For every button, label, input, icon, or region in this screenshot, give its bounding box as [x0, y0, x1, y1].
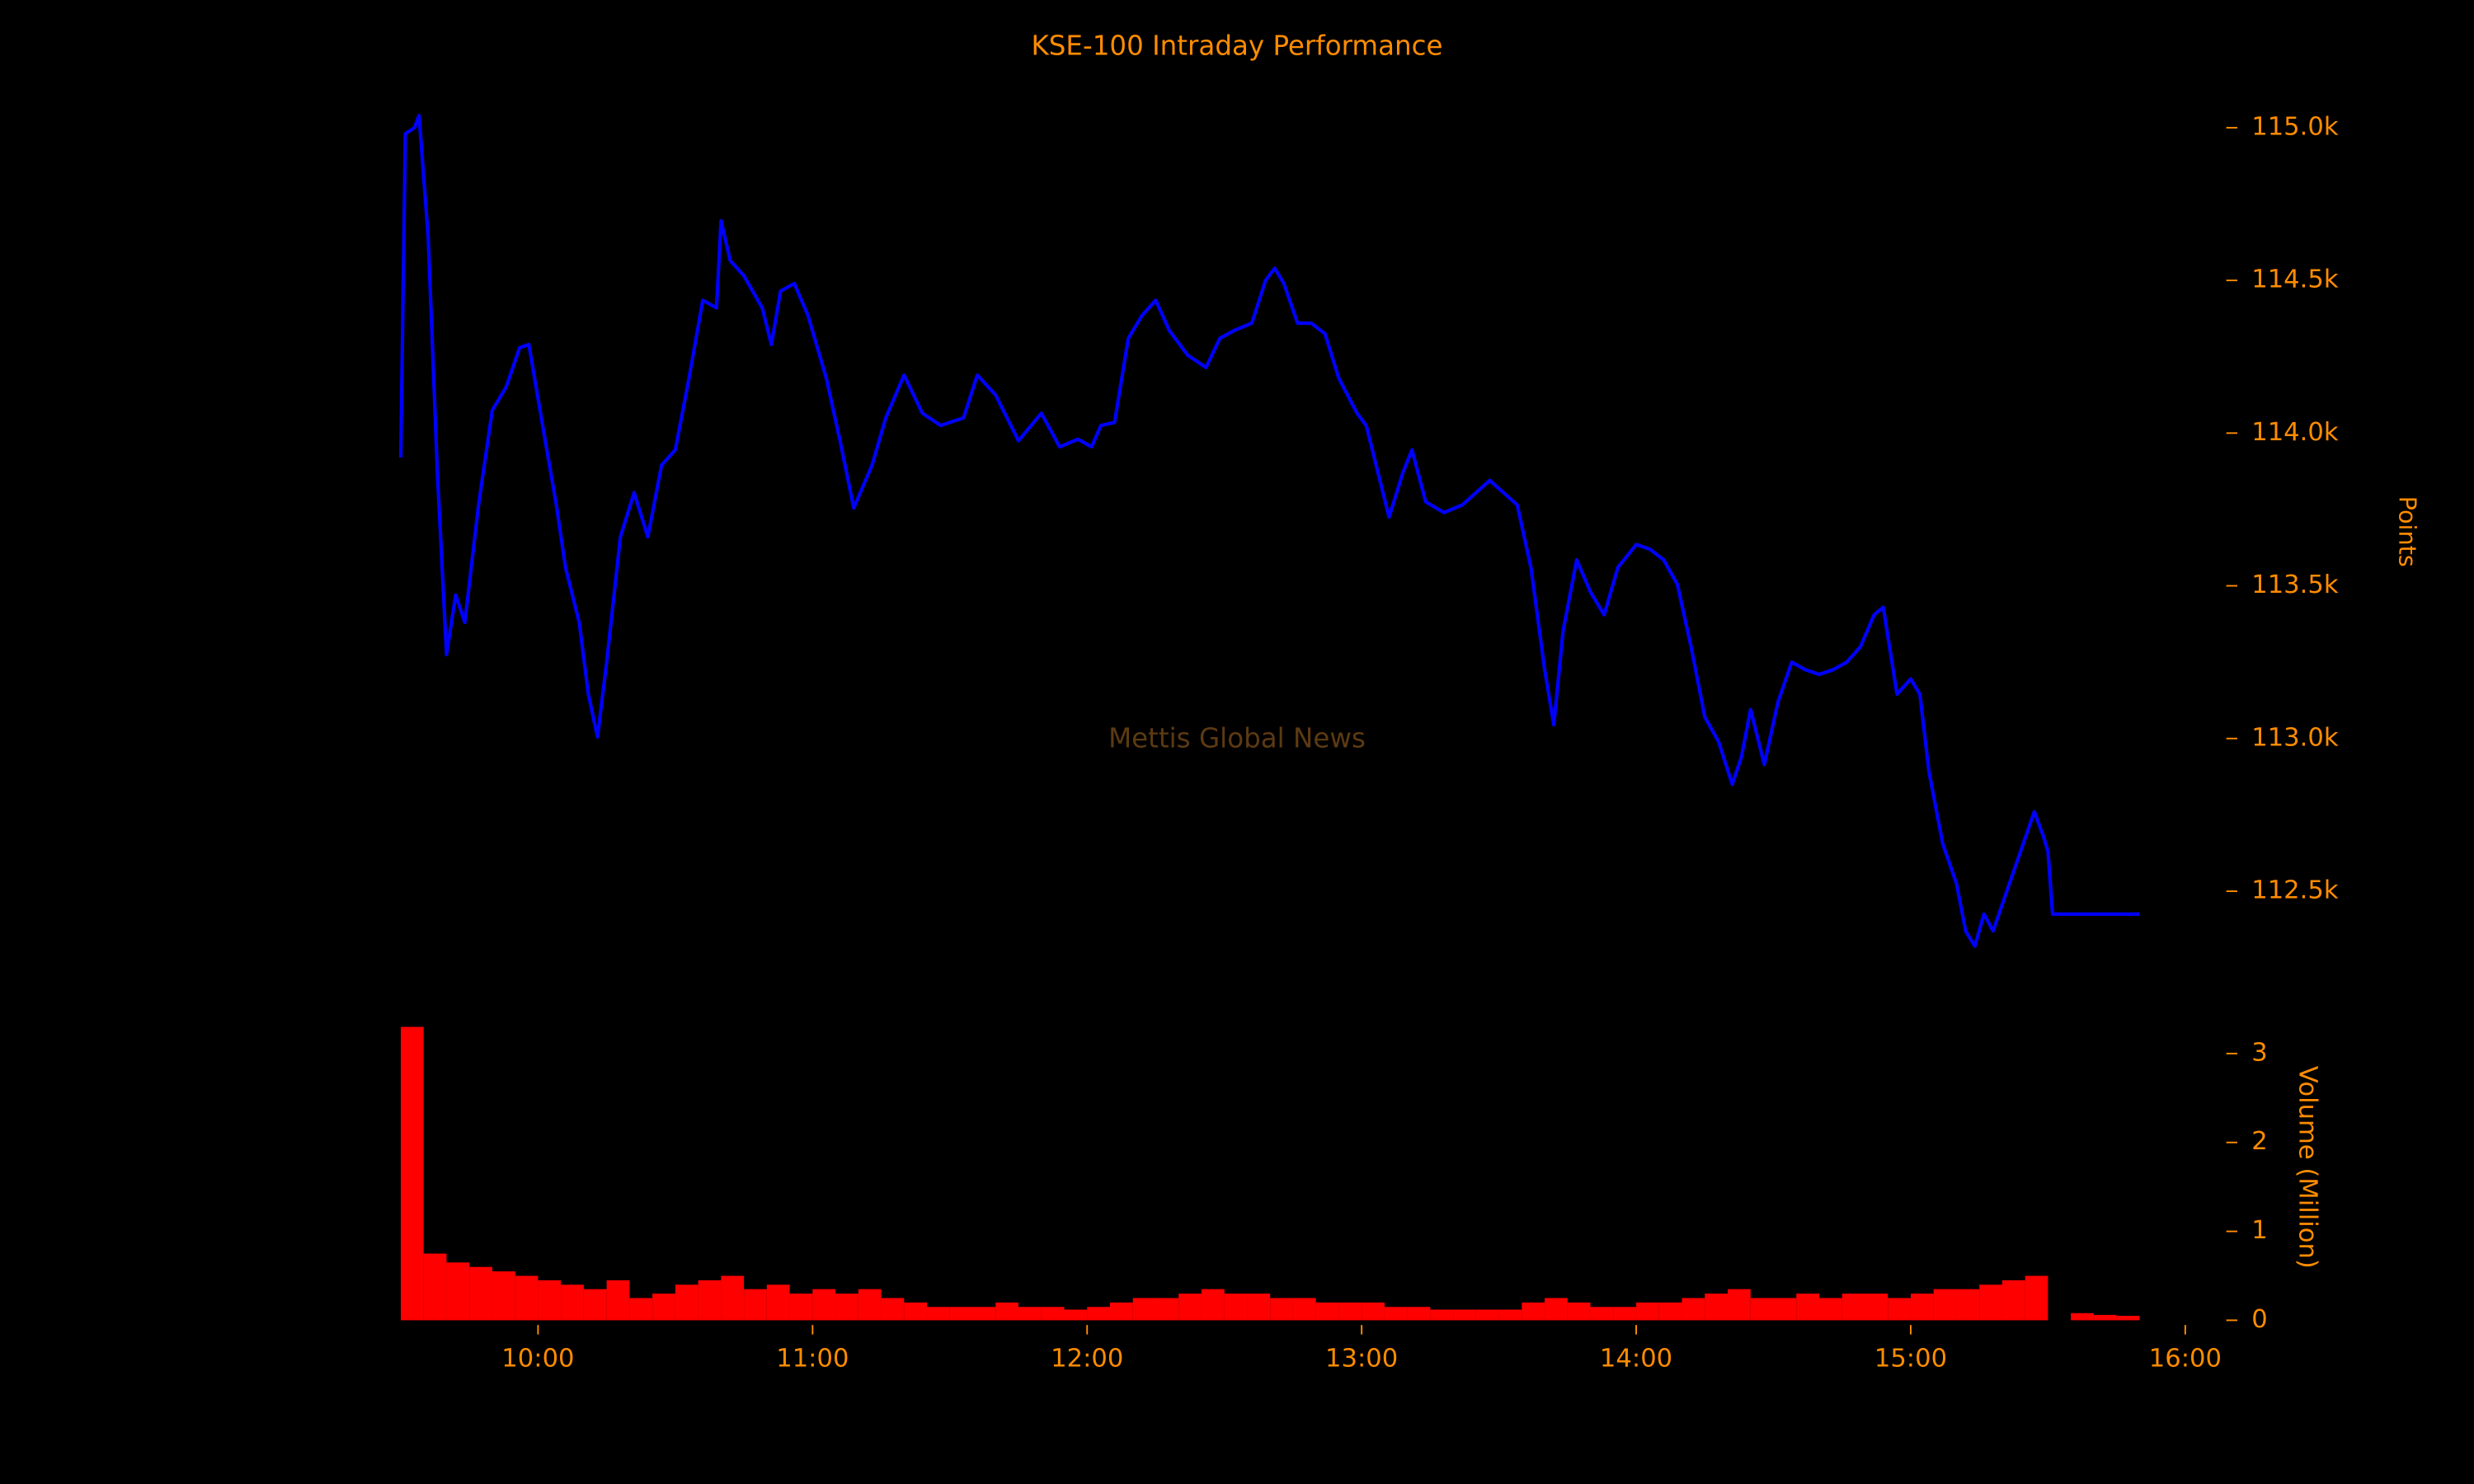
- y-tick-label: 115.0k: [2251, 112, 2339, 141]
- volume-bar: [1818, 1298, 1842, 1321]
- volume-bar: [1910, 1294, 1934, 1321]
- volume-bar: [995, 1302, 1019, 1321]
- y-tick-label: 114.5k: [2251, 265, 2339, 294]
- volume-bar: [1155, 1298, 1179, 1321]
- volume-bar: [1522, 1302, 1545, 1321]
- volume-bar: [1636, 1302, 1659, 1321]
- volume-bar: [1956, 1289, 1980, 1321]
- price-line: [398, 113, 2140, 948]
- volume-bar: [1087, 1307, 1110, 1321]
- volume-bar: [446, 1262, 470, 1321]
- volume-bar: [492, 1271, 515, 1321]
- volume-bar: [1750, 1298, 1774, 1321]
- volume-bar: [1407, 1307, 1431, 1321]
- volume-bar: [1613, 1307, 1637, 1321]
- volume-bar: [1041, 1307, 1065, 1321]
- y2-tick-label: 3: [2251, 1038, 2267, 1067]
- volume-bar: [1658, 1302, 1682, 1321]
- y2-tick-label: 0: [2251, 1305, 2267, 1334]
- x-tick-label: 14:00: [1600, 1345, 1672, 1374]
- volume-bar: [1728, 1289, 1751, 1321]
- x-tick-label: 10:00: [501, 1345, 574, 1374]
- volume-bar: [1178, 1294, 1202, 1321]
- volume-bar: [927, 1307, 950, 1321]
- y-tick-label: 113.5k: [2251, 571, 2339, 599]
- volume-bar: [1681, 1298, 1705, 1321]
- volume-bar: [629, 1298, 653, 1321]
- volume-bar: [1315, 1302, 1339, 1321]
- volume-bar: [1292, 1298, 1316, 1321]
- volume-bar: [1430, 1309, 1454, 1321]
- volume-bar: [652, 1294, 675, 1321]
- volume-bar: [2071, 1313, 2094, 1321]
- y2-tick-label: 1: [2251, 1216, 2267, 1245]
- volume-bar: [721, 1275, 745, 1321]
- volume-bar: [766, 1284, 790, 1321]
- volume-bar: [1247, 1294, 1271, 1321]
- volume-bar: [1224, 1294, 1248, 1321]
- y2-axis-label: Volume (Million): [2293, 1066, 2322, 1269]
- volume-bar: [583, 1289, 607, 1321]
- volume-bar: [515, 1275, 539, 1321]
- volume-bar: [1338, 1302, 1362, 1321]
- volume-bar: [949, 1307, 973, 1321]
- volume-bar: [1475, 1309, 1499, 1321]
- volume-bar: [1132, 1298, 1156, 1321]
- volume-bar: [904, 1302, 928, 1321]
- volume-bar: [538, 1280, 562, 1321]
- volume-bar: [1865, 1294, 1888, 1321]
- volume-bar: [812, 1289, 836, 1321]
- volume-bar: [675, 1284, 698, 1321]
- x-tick-label: 13:00: [1325, 1345, 1398, 1374]
- volume-bar: [1362, 1302, 1385, 1321]
- volume-bar: [1498, 1309, 1522, 1321]
- volume-bar: [1545, 1298, 1568, 1321]
- volume-bar: [423, 1253, 447, 1321]
- x-tick-label: 15:00: [1874, 1345, 1947, 1374]
- volume-bar: [606, 1280, 630, 1321]
- volume-bar: [972, 1307, 996, 1321]
- volume-bar: [744, 1289, 767, 1321]
- volume-bar: [400, 1026, 424, 1321]
- volume-bar: [1796, 1294, 1819, 1321]
- volume-bar: [1384, 1307, 1408, 1321]
- volume-bar: [881, 1298, 905, 1321]
- volume-bar: [561, 1284, 584, 1321]
- x-tick-label: 16:00: [2149, 1345, 2222, 1374]
- volume-bar: [1773, 1298, 1797, 1321]
- x-tick-label: 11:00: [776, 1345, 849, 1374]
- volume-bar: [1590, 1307, 1614, 1321]
- volume-bar: [835, 1294, 858, 1321]
- volume-bar: [469, 1266, 492, 1321]
- volume-bar: [698, 1280, 722, 1321]
- y-tick-label: 114.0k: [2251, 418, 2339, 447]
- volume-bar: [1064, 1309, 1088, 1321]
- x-tick-label: 12:00: [1051, 1345, 1123, 1374]
- watermark: Mettis Global News: [1108, 722, 1366, 754]
- volume-bar: [2093, 1314, 2117, 1321]
- volume-bar: [1109, 1302, 1133, 1321]
- volume-bar: [1705, 1294, 1729, 1321]
- chart-title: KSE-100 Intraday Performance: [1031, 30, 1442, 61]
- volume-bar: [1018, 1307, 1042, 1321]
- volume-bar: [1841, 1294, 1865, 1321]
- volume-bar: [2025, 1275, 2048, 1321]
- volume-bar: [858, 1289, 882, 1321]
- y-tick-label: 113.0k: [2251, 723, 2339, 752]
- volume-bar: [1933, 1289, 1957, 1321]
- volume-bar: [1567, 1302, 1591, 1321]
- volume-bar: [1979, 1284, 2002, 1321]
- volume-bar: [1270, 1298, 1293, 1321]
- volume-bar: [2001, 1280, 2025, 1321]
- volume-bar: [1453, 1309, 1476, 1321]
- volume-bar: [1888, 1298, 1911, 1321]
- y2-tick-label: 2: [2251, 1127, 2267, 1156]
- volume-bar: [789, 1294, 813, 1321]
- y-tick-label: 112.5k: [2251, 876, 2339, 904]
- volume-bar: [1201, 1289, 1225, 1321]
- volume-bar: [2116, 1316, 2140, 1321]
- y-axis-label: Points: [2394, 496, 2422, 567]
